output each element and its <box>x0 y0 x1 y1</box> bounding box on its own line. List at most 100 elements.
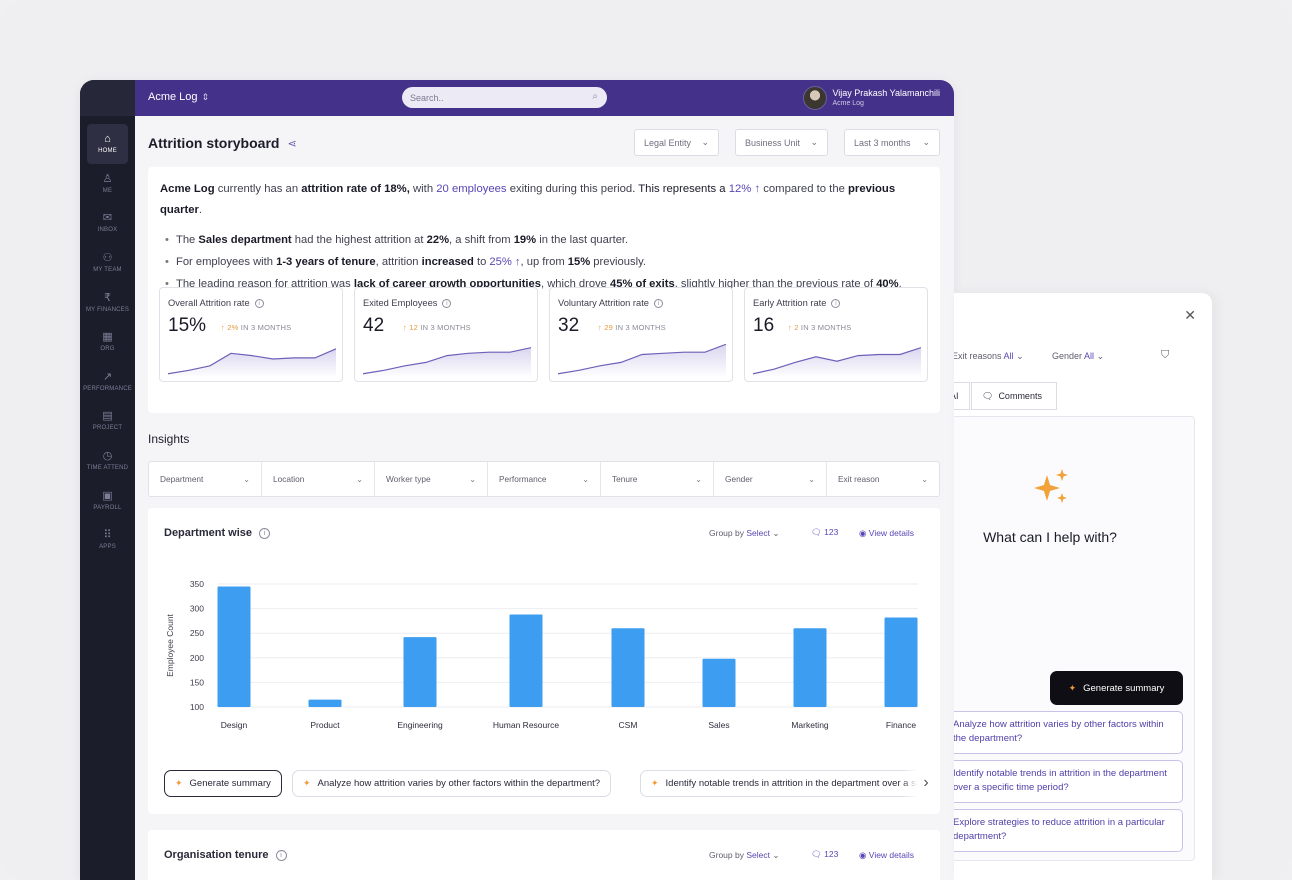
eye-icon: ◉ <box>859 528 867 538</box>
filter-worker-type[interactable]: Worker type ⌄ <box>375 462 488 496</box>
sidebar-item-my-finances[interactable]: ₹ MY FINANCES <box>80 282 135 322</box>
search-input[interactable]: Search.. ⌕ <box>402 87 607 108</box>
sidebar-item-inbox[interactable]: ✉ INBOX <box>80 203 135 243</box>
card-title-text: Organisation tenure <box>164 849 269 861</box>
bar-finance[interactable] <box>884 617 918 707</box>
bullet-text: previously. <box>590 256 646 268</box>
suggestion-analyze[interactable]: Analyze how attrition varies by other fa… <box>954 711 1183 754</box>
sidebar-item-project[interactable]: ▤ PROJECT <box>80 401 135 441</box>
top-bar: Acme Log ⇕ Search.. ⌕ Vijay Prakash Yala… <box>135 80 954 116</box>
info-icon[interactable]: i <box>653 298 663 308</box>
period-dropdown[interactable]: Last 3 months ⌄ <box>844 129 940 156</box>
share-icon[interactable]: ⋖ <box>287 137 297 150</box>
filter-settings-icon[interactable]: ⛉ <box>1161 349 1170 361</box>
kpi-title-text: Overall Attrition rate <box>168 298 250 308</box>
info-icon[interactable]: i <box>259 527 271 539</box>
sidebar-item-home[interactable]: ⌂ HOME <box>87 124 128 164</box>
chevron-right-icon[interactable]: › <box>902 770 940 798</box>
group-by-dropdown[interactable]: Group by Select ⌄ <box>709 850 779 861</box>
sidebar-item-me[interactable]: ♙ ME <box>80 164 135 204</box>
info-icon[interactable]: i <box>254 298 264 308</box>
view-details-link[interactable]: ◉ View details <box>859 528 914 539</box>
page-title-text: Attrition storyboard <box>148 135 280 151</box>
chevron-down-icon: ⌄ <box>808 474 815 484</box>
kpi-card[interactable]: Voluntary Attrition rate i 32 ↑ 29 IN 3 MON… <box>549 287 733 382</box>
info-icon[interactable]: i <box>442 298 452 308</box>
bullet-value: 15% <box>567 256 591 268</box>
bar-marketing[interactable] <box>793 628 827 707</box>
clipboard-icon: ▤ <box>102 410 113 423</box>
kpi-value: 16 <box>753 315 775 336</box>
sidebar-item-label: ME <box>102 187 113 194</box>
chevron-down-icon: ⌄ <box>810 137 818 147</box>
bullet-dot: • <box>165 234 169 246</box>
tab-comments[interactable]: 🗨 Comments <box>971 382 1057 410</box>
period-label: Last 3 months <box>854 137 911 148</box>
filter-label: Exit reason <box>838 474 880 484</box>
tab-ai[interactable]: AI <box>954 382 970 410</box>
bar-product[interactable] <box>308 699 342 707</box>
chip-identify-trends[interactable]: ✦ Identify notable trends in attrition in… <box>640 770 940 797</box>
bar-human-resource[interactable] <box>509 614 543 707</box>
sidebar-item-org[interactable]: ▦ ORG <box>80 322 135 362</box>
tab-label: Comments <box>998 391 1042 401</box>
bullet-increased: increased <box>421 256 474 268</box>
bullet-dept: Sales department <box>198 234 292 246</box>
sparkline-line <box>168 348 336 375</box>
suggestion-explore-strategies[interactable]: Explore strategies to reduce attrition i… <box>954 809 1183 852</box>
sidebar-item-label: MY FINANCES <box>85 306 130 313</box>
exit-reasons-filter[interactable]: Exit reasons All ⌄ <box>954 351 1024 362</box>
filter-gender[interactable]: Gender ⌄ <box>714 462 827 496</box>
search-icon: ⌕ <box>592 91 598 102</box>
chevron-down-icon: ⌄ <box>772 850 780 860</box>
comment-count[interactable]: 🗨 123 <box>811 527 838 538</box>
kpi-period: IN 3 MONTHS <box>420 323 471 332</box>
chip-analyze[interactable]: ✦ Analyze how attrition varies by other f… <box>292 770 612 797</box>
group-by-dropdown[interactable]: Group by Select ⌄ <box>709 528 779 539</box>
sidebar-item-my-team[interactable]: ⚇ MY TEAM <box>80 243 135 283</box>
view-details-link[interactable]: ◉ View details <box>859 850 914 861</box>
kpi-title-text: Exited Employees <box>363 298 438 308</box>
generate-summary-button[interactable]: ✦ Generate summary <box>1050 671 1183 705</box>
chip-generate-summary[interactable]: ✦ Generate summary <box>164 770 282 797</box>
gender-filter[interactable]: Gender All ⌄ <box>1052 351 1104 362</box>
filter-performance[interactable]: Performance ⌄ <box>488 462 601 496</box>
bar-design[interactable] <box>217 586 251 707</box>
app-window: ⌂ HOME ♙ ME ✉ INBOX ⚇ MY TEAM ₹ MY FINANCES ▦ ORG ↗ P… <box>80 80 954 880</box>
bar-engineering[interactable] <box>403 637 437 707</box>
group-by-label: Group by <box>709 528 744 538</box>
kpi-card[interactable]: Exited Employees i 42 ↑ 12 IN 3 MONTHS <box>354 287 538 382</box>
kpi-card[interactable]: Overall Attrition rate i 15% ↑ 2% IN 3 MONT… <box>159 287 343 382</box>
filter-exit-reason[interactable]: Exit reason ⌄ <box>827 462 939 496</box>
comment-count[interactable]: 🗨 123 <box>811 849 838 860</box>
suggestion-identify-trends[interactable]: Identify notable trends in attrition in … <box>954 760 1183 803</box>
org-switcher[interactable]: Acme Log ⇕ <box>148 91 209 103</box>
filter-location[interactable]: Location ⌄ <box>262 462 375 496</box>
bullet-text: in the last quarter. <box>536 234 629 246</box>
filter-department[interactable]: Department ⌄ <box>149 462 262 496</box>
filter-value: All <box>1084 351 1095 361</box>
info-icon[interactable]: i <box>831 298 841 308</box>
sidebar-item-apps[interactable]: ⠿ APPS <box>80 520 135 560</box>
user-name: Vijay Prakash Yalamanchili <box>832 87 940 98</box>
sidebar-item-payroll[interactable]: ▣ PAYROLL <box>80 480 135 520</box>
legal-entity-dropdown[interactable]: Legal Entity ⌄ <box>634 129 719 156</box>
insights-heading: Insights <box>148 432 190 446</box>
close-icon[interactable]: ✕ <box>1184 307 1196 323</box>
chevron-down-icon: ⌄ <box>701 137 709 147</box>
kpi-title: Voluntary Attrition rate i <box>558 298 663 308</box>
kpi-card[interactable]: Early Attrition rate i 16 ↑ 2 IN 3 MONTHS <box>744 287 928 382</box>
x-tick-label: Design <box>221 720 248 730</box>
business-unit-dropdown[interactable]: Business Unit ⌄ <box>735 129 828 156</box>
bar-sales[interactable] <box>702 658 736 707</box>
clock-icon: ◷ <box>102 450 113 463</box>
page-title: Attrition storyboard ⋖ <box>148 135 297 151</box>
info-icon[interactable]: i <box>275 849 287 861</box>
sidebar-item-performance[interactable]: ↗ PERFORMANCE <box>80 362 135 402</box>
sidebar-item-time-attend[interactable]: ◷ TIME ATTEND <box>80 441 135 481</box>
bullet-value: 19% <box>513 234 537 246</box>
filter-tenure[interactable]: Tenure ⌄ <box>601 462 714 496</box>
user-menu[interactable]: Vijay Prakash Yalamanchili Acme Log <box>803 86 940 110</box>
bar-csm[interactable] <box>611 628 645 707</box>
legal-entity-label: Legal Entity <box>644 137 692 148</box>
